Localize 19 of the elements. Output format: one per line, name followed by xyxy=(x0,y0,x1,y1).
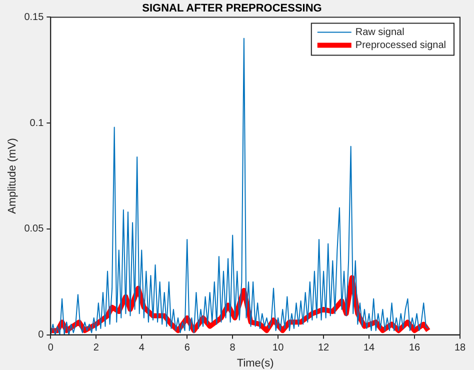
chart-title: SIGNAL AFTER PREPROCESSING xyxy=(142,2,322,15)
x-tick-label: 12 xyxy=(318,342,330,354)
y-axis-title: Amplitude (mV) xyxy=(6,138,19,214)
x-axis-title: Time(s) xyxy=(236,357,274,370)
x-tick-label: 10 xyxy=(272,342,284,354)
x-tick-label: 4 xyxy=(138,342,145,354)
x-tick-label: 2 xyxy=(93,342,100,354)
x-tick-label: 0 xyxy=(48,342,54,354)
x-tick-label: 14 xyxy=(363,342,376,354)
x-tick-label: 6 xyxy=(184,342,190,354)
legend-label: Raw signal xyxy=(355,26,404,38)
y-tick-label: 0.1 xyxy=(30,118,44,129)
x-tick-label: 16 xyxy=(408,342,421,354)
y-tick-label: 0.15 xyxy=(24,12,44,23)
y-tick-label: 0 xyxy=(38,330,44,341)
y-tick-label: 0.05 xyxy=(24,224,44,235)
legend-label: Preprocessed signal xyxy=(355,40,446,51)
x-tick-label: 18 xyxy=(454,342,466,354)
x-tick-label: 8 xyxy=(230,342,236,354)
